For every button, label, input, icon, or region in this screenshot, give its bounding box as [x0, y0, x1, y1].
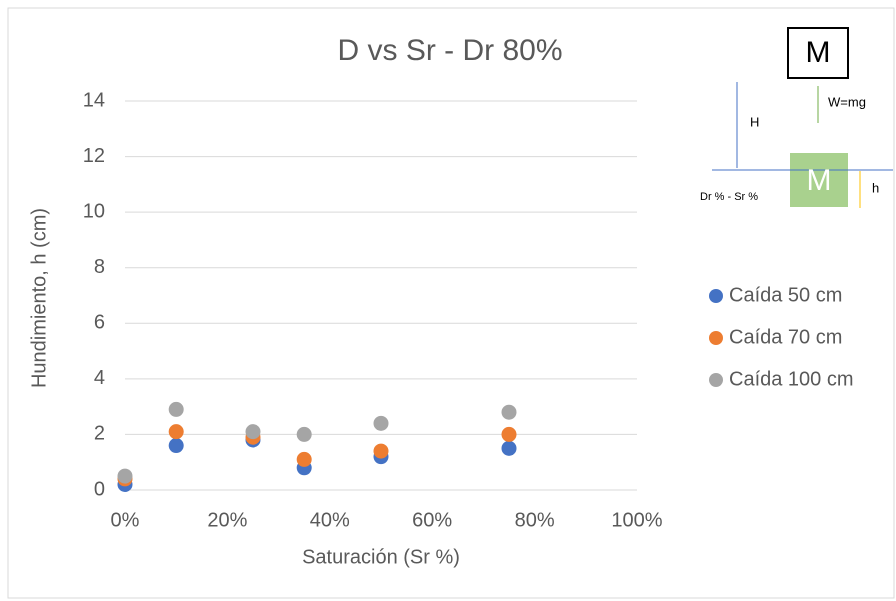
- mass-label: M: [806, 36, 831, 69]
- point: [501, 404, 517, 420]
- y-tick-label: 14: [83, 89, 105, 111]
- point: [168, 424, 184, 440]
- point: [117, 468, 133, 484]
- x-tick-label: 20%: [207, 509, 247, 531]
- y-tick-label: 2: [94, 423, 105, 445]
- point: [245, 424, 261, 440]
- point: [296, 451, 312, 467]
- legend-marker: [709, 289, 723, 303]
- legend-marker: [709, 373, 723, 387]
- point: [168, 401, 184, 417]
- x-tick-label: 0%: [111, 509, 140, 531]
- legend-label: Caída 100 cm: [729, 368, 854, 390]
- y-tick-label: 6: [94, 312, 105, 334]
- height-label: H: [750, 114, 759, 129]
- mass-box: [787, 27, 849, 79]
- point: [501, 440, 517, 456]
- point: [373, 415, 389, 431]
- weight-label: W=mg: [828, 94, 866, 109]
- sink-label: h: [872, 180, 879, 195]
- x-tick-label: 60%: [412, 509, 452, 531]
- legend-label: Caída 70 cm: [729, 326, 842, 348]
- point: [168, 438, 184, 454]
- inset-diagram: M H W=mg M Dr % - Sr % h: [700, 27, 893, 208]
- chart-title: D vs Sr - Dr 80%: [337, 34, 562, 67]
- mass-label: M: [807, 164, 832, 197]
- y-tick-label: 8: [94, 256, 105, 278]
- legend-label: Caída 50 cm: [729, 284, 842, 306]
- x-axis-label: Saturación (Sr %): [302, 546, 460, 568]
- legend-marker: [709, 331, 723, 345]
- y-tick-label: 10: [83, 200, 105, 222]
- ground-label: Dr % - Sr %: [700, 191, 758, 203]
- mass-box-sunk: [790, 153, 848, 207]
- y-tick-label: 12: [83, 145, 105, 167]
- point: [296, 426, 312, 442]
- point: [501, 426, 517, 442]
- x-tick-label: 40%: [310, 509, 350, 531]
- y-tick-label: 4: [94, 367, 105, 389]
- y-axis-label: Hundimiento, h (cm): [28, 208, 50, 388]
- chart-border: [7, 7, 895, 599]
- point: [373, 443, 389, 459]
- y-tick-label: 0: [94, 478, 105, 500]
- x-tick-label: 100%: [611, 509, 662, 531]
- x-tick-label: 80%: [515, 509, 555, 531]
